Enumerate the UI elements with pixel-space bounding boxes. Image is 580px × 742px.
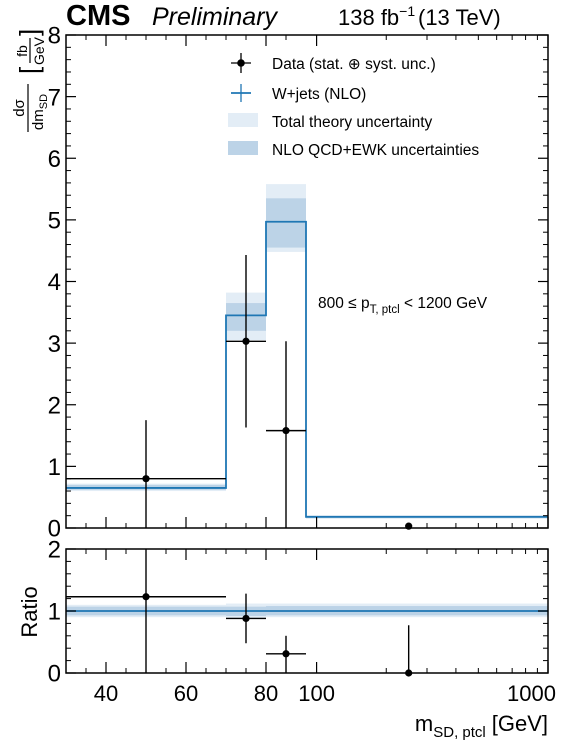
ylabel-numerator: dσ (11, 98, 28, 116)
y-tick-label: 6 (48, 146, 61, 173)
main-data-points (66, 255, 413, 530)
qcd-ewk-band-bin (266, 198, 306, 248)
data-point (242, 337, 250, 345)
legend-label-qcd: NLO QCD+EWK uncertainties (272, 142, 479, 159)
x-tick-label: 80 (254, 681, 278, 706)
ratio-panel: 0 1 2 40 60 80 100 1000 (48, 537, 556, 706)
lumi-value: 138 fb (338, 5, 399, 30)
y-tick-label: 5 (48, 208, 61, 235)
main-y-ticks: 0 1 2 3 4 5 6 7 8 (48, 23, 548, 543)
legend-entry-qcd: NLO QCD+EWK uncertainties (228, 141, 479, 159)
y-tick-label: 0 (48, 661, 61, 688)
main-x-ticks (85, 35, 549, 528)
ylabel-denominator: dmSD (30, 94, 50, 130)
y-tick-label: 1 (48, 599, 61, 626)
x-tick-label: 40 (94, 681, 118, 706)
energy-label: (13 TeV) (418, 5, 501, 30)
y-tick-label: 1 (48, 454, 61, 481)
main-bands (66, 184, 548, 519)
x-tick-label: 1000 (507, 681, 556, 706)
x-tick-label: 60 (174, 681, 198, 706)
experiment-label: CMS (66, 0, 130, 32)
ratio-data-points (66, 549, 413, 677)
xlabel: mSD, ptcl [GeV] (415, 711, 548, 741)
x-tick-label: 100 (298, 681, 335, 706)
pt-range-annotation: 800 ≤ pT, ptcl < 1200 GeV (318, 295, 488, 316)
xlabel-main: m (415, 711, 433, 736)
data-point (142, 593, 150, 601)
wjets-prediction-line (66, 220, 548, 518)
legend-label-total: Total theory uncertainty (272, 114, 433, 131)
xlabel-sub: SD, ptcl (433, 724, 486, 741)
legend-total-swatch (228, 113, 258, 127)
data-point (142, 475, 150, 483)
annotation-main: 800 ≤ p (318, 295, 370, 312)
y-tick-label: 2 (48, 537, 61, 564)
legend-entry-data: Data (stat. ⊕ syst. unc.) (231, 53, 436, 73)
y-tick-label: 2 (48, 392, 61, 419)
status-label: Preliminary (152, 3, 279, 31)
ylabel-unit-den: GeV (31, 36, 47, 65)
legend-entry-total: Total theory uncertainty (228, 113, 433, 131)
annotation-sub: T, ptcl (370, 304, 400, 316)
y-tick-label: 3 (48, 331, 61, 358)
lumi-exponent: −1 (399, 3, 415, 19)
y-tick-label: 0 (48, 516, 61, 543)
ylabel-bracket-open: [ (14, 66, 44, 74)
ratio-plot-frame (65, 548, 549, 674)
main-panel: 0 1 2 3 4 5 6 7 8 (48, 23, 549, 543)
data-point (282, 650, 290, 658)
main-ylabel: dσ dmSD [ fb GeV ] (11, 29, 50, 132)
lumi-label: 138 fb−1 (338, 3, 415, 30)
ylabel-den-sub: SD (38, 94, 50, 109)
y-tick-label: 8 (48, 23, 61, 50)
legend-label-wjets: W+jets (NLO) (272, 86, 366, 103)
y-tick-label: 7 (48, 84, 61, 111)
ylabel-bracket-close: ] (14, 29, 44, 36)
ratio-ylabel: Ratio (17, 586, 42, 637)
data-point (282, 427, 290, 435)
annotation-tail: < 1200 GeV (400, 295, 488, 312)
legend-qcd-swatch (228, 141, 258, 155)
legend-data-marker-icon (237, 59, 245, 67)
main-plot-frame (65, 34, 549, 529)
ylabel-den-main: dm (30, 109, 47, 130)
legend-label-data: Data (stat. ⊕ syst. unc.) (272, 56, 436, 73)
main-prediction (66, 220, 548, 518)
ylabel-unit-num: fb (14, 45, 30, 57)
ratio-x-ticks: 40 60 80 100 1000 (85, 549, 556, 706)
xlabel-unit: [GeV] (492, 711, 548, 736)
legend: Data (stat. ⊕ syst. unc.) W+jets (NLO) T… (228, 53, 479, 159)
y-tick-label: 4 (48, 269, 61, 296)
data-point (242, 614, 250, 623)
legend-entry-wjets: W+jets (NLO) (231, 84, 366, 103)
